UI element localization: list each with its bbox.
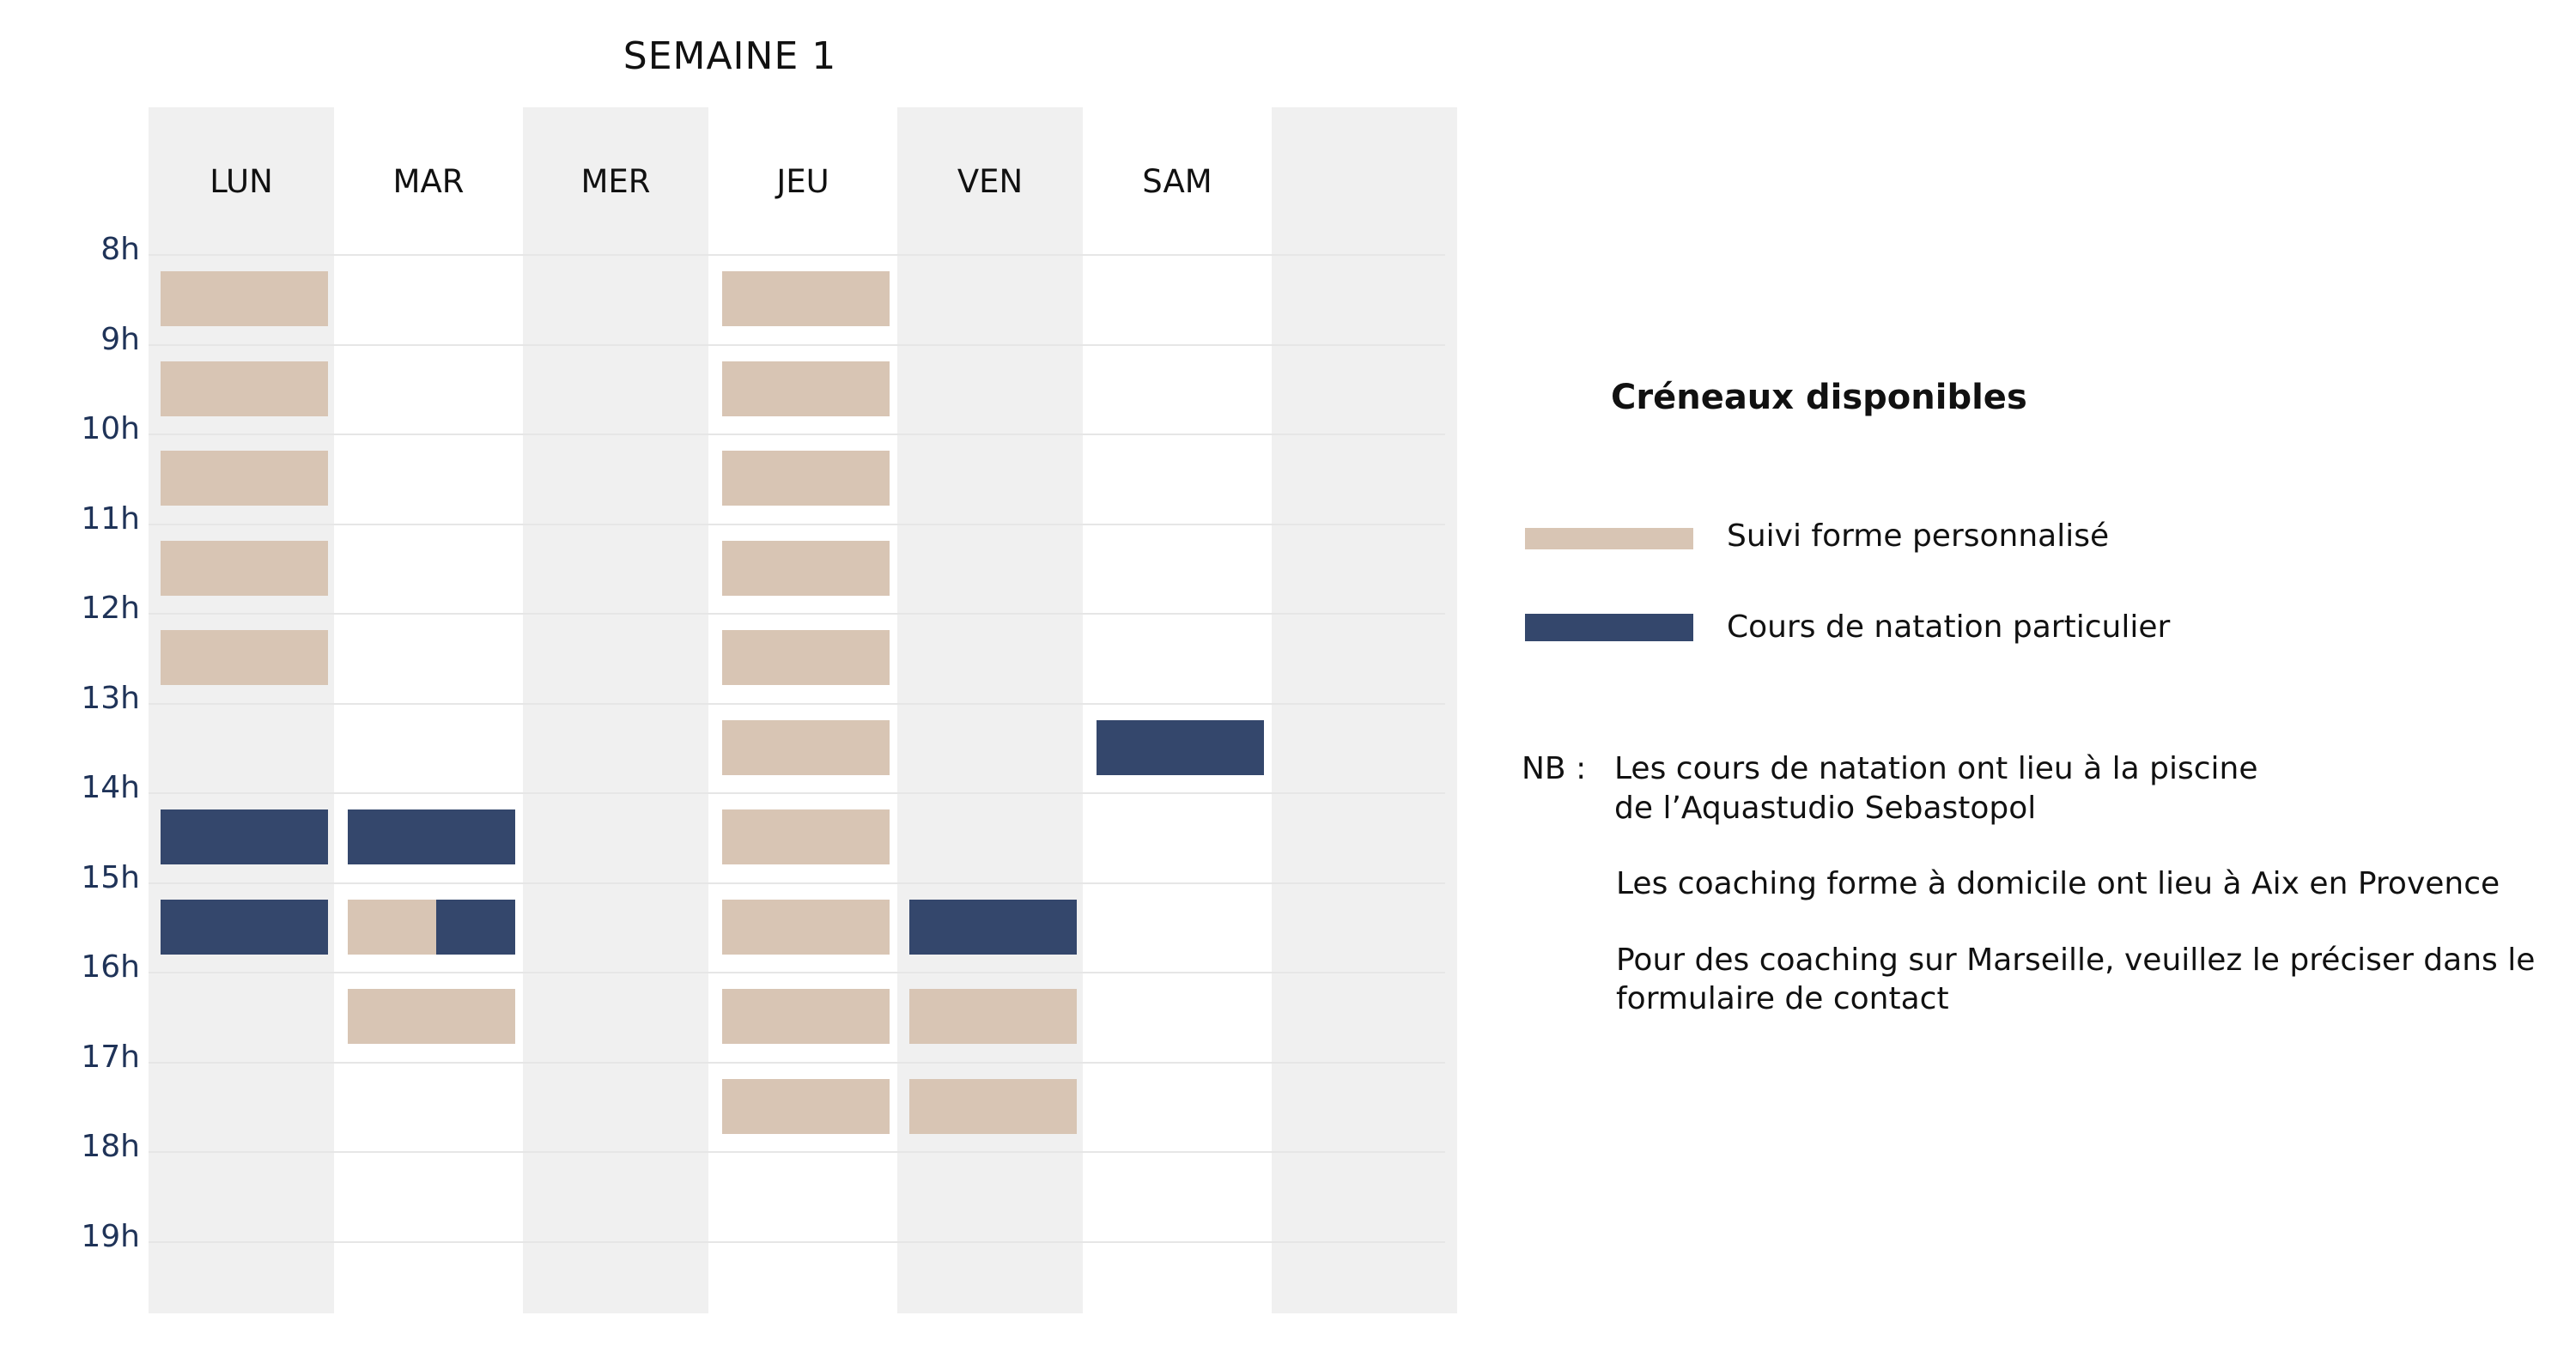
- slot-suivi[interactable]: [722, 989, 890, 1044]
- legend-swatch-suivi: [1525, 528, 1693, 549]
- hour-gridline: [149, 613, 1445, 615]
- hour-label: 10h: [81, 411, 140, 446]
- hour-gridline: [149, 1151, 1445, 1153]
- hour-label: 8h: [100, 232, 140, 267]
- slot-suivi[interactable]: [348, 989, 515, 1044]
- slot-cours[interactable]: [161, 899, 328, 955]
- note-domicile: Les coaching forme à domicile ont lieu à…: [1616, 866, 2500, 901]
- slot-suivi[interactable]: [722, 540, 890, 596]
- day-label: MAR: [392, 163, 465, 200]
- legend-label-suivi: Suivi forme personnalisé: [1727, 518, 2110, 554]
- hour-label: 9h: [100, 321, 140, 357]
- schedule-title: SEMAINE 1: [623, 34, 837, 78]
- hour-gridline: [149, 972, 1445, 973]
- slot-mixed[interactable]: [348, 899, 515, 955]
- slot-suivi[interactable]: [722, 1078, 890, 1134]
- legend-swatch-cours: [1525, 614, 1693, 641]
- column-shade: [523, 107, 708, 1313]
- hour-gridline: [149, 254, 1445, 256]
- slot-suivi-part: [348, 899, 436, 955]
- hour-gridline: [149, 882, 1445, 884]
- day-label: JEU: [776, 163, 829, 200]
- slot-suivi[interactable]: [722, 899, 890, 955]
- day-label: SAM: [1142, 163, 1212, 200]
- hour-label: 11h: [81, 500, 140, 537]
- hour-gridline: [149, 434, 1445, 435]
- legend-title: Créneaux disponibles: [1611, 378, 2027, 417]
- column-shade: [1272, 107, 1457, 1313]
- hour-gridline: [149, 343, 1445, 346]
- slot-suivi[interactable]: [161, 361, 328, 416]
- hour-gridline: [149, 792, 1445, 794]
- hour-gridline: [149, 1061, 1445, 1064]
- note-marseille-line2: formulaire de contact: [1616, 981, 1949, 1016]
- slot-suivi[interactable]: [722, 719, 890, 775]
- hour-label: 17h: [81, 1039, 140, 1075]
- slot-suivi[interactable]: [909, 1078, 1077, 1134]
- hour-label: 15h: [81, 859, 140, 895]
- note-piscine-line2: de l’Aquastudio Sebastopol: [1614, 791, 2037, 826]
- hour-gridline: [149, 702, 1445, 705]
- slot-suivi[interactable]: [909, 989, 1077, 1044]
- slot-suivi[interactable]: [722, 451, 890, 506]
- hour-gridline: [149, 523, 1445, 525]
- note-marseille-line1: Pour des coaching sur Marseille, veuille…: [1616, 943, 2536, 978]
- slot-suivi[interactable]: [722, 809, 890, 864]
- hour-label: 14h: [81, 770, 140, 805]
- slot-suivi[interactable]: [161, 630, 328, 685]
- hour-label: 12h: [81, 591, 140, 626]
- slot-cours-part: [435, 899, 515, 955]
- note-piscine-line1: Les cours de natation ont lieu à la pisc…: [1614, 751, 2258, 786]
- slot-suivi[interactable]: [722, 630, 890, 685]
- legend-label-cours: Cours de natation particulier: [1727, 609, 2171, 645]
- slot-cours[interactable]: [348, 809, 515, 864]
- slot-cours[interactable]: [909, 899, 1077, 955]
- slot-cours[interactable]: [161, 809, 328, 864]
- slot-cours[interactable]: [1097, 719, 1264, 775]
- slot-suivi[interactable]: [722, 271, 890, 326]
- hour-label: 19h: [81, 1218, 140, 1254]
- day-label: LUN: [210, 163, 273, 200]
- slot-suivi[interactable]: [161, 451, 328, 506]
- slot-suivi[interactable]: [722, 361, 890, 416]
- slot-suivi[interactable]: [161, 540, 328, 596]
- note-prefix: NB :: [1522, 751, 1587, 786]
- hour-label: 18h: [81, 1129, 140, 1164]
- slot-suivi[interactable]: [161, 271, 328, 326]
- day-label: MER: [580, 163, 651, 200]
- hour-gridline: [149, 1240, 1445, 1243]
- day-label: VEN: [957, 163, 1024, 200]
- hour-label: 13h: [81, 680, 140, 716]
- hour-label: 16h: [81, 949, 140, 985]
